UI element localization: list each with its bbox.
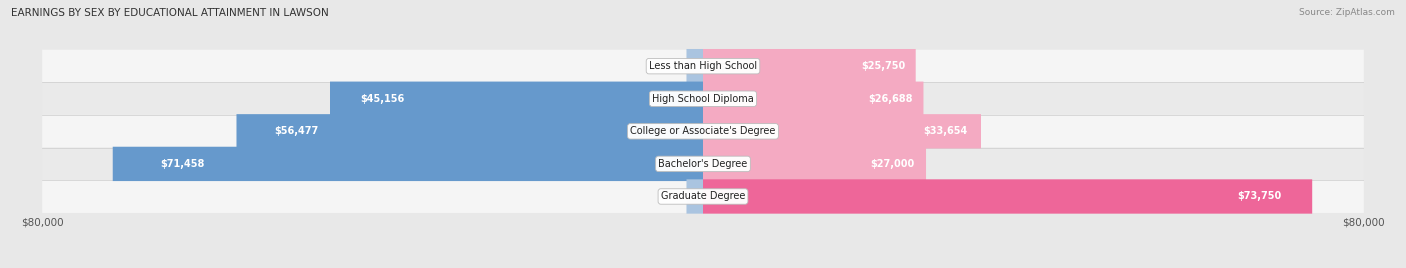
FancyBboxPatch shape — [330, 81, 703, 116]
Text: $25,750: $25,750 — [860, 61, 905, 71]
Text: $27,000: $27,000 — [870, 159, 915, 169]
Text: Less than High School: Less than High School — [650, 61, 756, 71]
Text: $26,688: $26,688 — [868, 94, 912, 104]
Text: $71,458: $71,458 — [160, 159, 204, 169]
FancyBboxPatch shape — [703, 114, 981, 148]
FancyBboxPatch shape — [42, 115, 1364, 148]
Text: $0: $0 — [720, 191, 731, 202]
FancyBboxPatch shape — [703, 179, 1312, 214]
Text: $33,654: $33,654 — [922, 126, 967, 136]
Text: EARNINGS BY SEX BY EDUCATIONAL ATTAINMENT IN LAWSON: EARNINGS BY SEX BY EDUCATIONAL ATTAINMEN… — [11, 8, 329, 18]
FancyBboxPatch shape — [42, 147, 1364, 180]
FancyBboxPatch shape — [686, 179, 703, 214]
Text: Source: ZipAtlas.com: Source: ZipAtlas.com — [1299, 8, 1395, 17]
Text: College or Associate's Degree: College or Associate's Degree — [630, 126, 776, 136]
FancyBboxPatch shape — [42, 180, 1364, 213]
Text: $0: $0 — [720, 61, 731, 71]
Text: $45,156: $45,156 — [360, 94, 404, 104]
FancyBboxPatch shape — [236, 114, 703, 148]
FancyBboxPatch shape — [42, 50, 1364, 83]
Text: Bachelor's Degree: Bachelor's Degree — [658, 159, 748, 169]
FancyBboxPatch shape — [703, 81, 924, 116]
Text: Graduate Degree: Graduate Degree — [661, 191, 745, 202]
FancyBboxPatch shape — [703, 147, 927, 181]
FancyBboxPatch shape — [112, 147, 703, 181]
Text: High School Diploma: High School Diploma — [652, 94, 754, 104]
FancyBboxPatch shape — [703, 49, 915, 83]
Text: $56,477: $56,477 — [274, 126, 318, 136]
FancyBboxPatch shape — [42, 82, 1364, 115]
Text: $73,750: $73,750 — [1237, 191, 1282, 202]
FancyBboxPatch shape — [686, 49, 703, 83]
